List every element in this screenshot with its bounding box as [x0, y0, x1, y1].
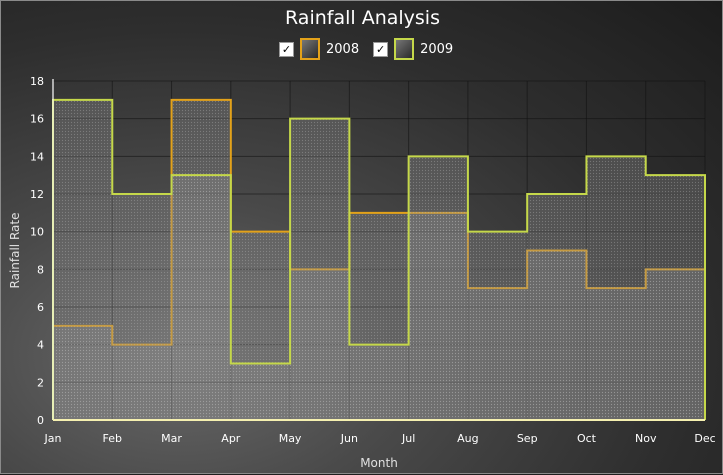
legend-swatch-2009: [394, 38, 415, 60]
y-tick-label: 0: [37, 414, 44, 427]
y-tick-label: 16: [30, 113, 44, 126]
x-tick-label: May: [279, 432, 302, 445]
y-tick-label: 12: [30, 188, 44, 201]
y-tick-label: 10: [30, 226, 44, 239]
series-areas: [52, 98, 706, 420]
x-tick-label: Dec: [694, 432, 715, 445]
legend: ✓ 2008 ✓ 2009: [279, 37, 461, 61]
y-tick-label: 2: [37, 376, 44, 389]
y-tick-label: 4: [37, 339, 44, 352]
x-tick-label: Sep: [517, 432, 538, 445]
legend-checkbox-2008[interactable]: ✓: [279, 41, 294, 57]
y-tick-label: 14: [30, 150, 44, 163]
area-fill-2009: [53, 99, 705, 420]
series-line-2009: [52, 98, 706, 420]
chart-title: Rainfall Analysis: [285, 7, 440, 29]
x-tick-label: Jan: [44, 432, 62, 445]
x-tick-label: Feb: [103, 432, 122, 445]
x-tick-label: Jun: [340, 432, 358, 445]
tick-labels: 0 2 4 6 8 10 12 14 16 18 Jan Feb Mar Apr May Jun Jul Aug S…: [30, 75, 716, 445]
y-axis-label: Rainfall Rate: [8, 213, 22, 289]
legend-swatch-2008: [300, 38, 320, 60]
x-tick-label: Mar: [161, 432, 182, 445]
x-tick-label: Apr: [221, 432, 241, 445]
legend-checkbox-2009[interactable]: ✓: [373, 41, 389, 57]
legend-label-2008: 2008: [326, 41, 360, 57]
legend-item-2009[interactable]: ✓ 2009: [373, 38, 453, 60]
legend-item-2008[interactable]: ✓ 2008: [279, 38, 359, 60]
x-axis-label: Month: [360, 456, 398, 470]
y-tick-label: 18: [30, 75, 44, 88]
x-tick-label: Oct: [577, 432, 597, 445]
y-tick-label: 6: [37, 301, 44, 314]
x-tick-label: Jul: [401, 432, 415, 445]
y-tick-label: 8: [37, 263, 44, 276]
legend-label-2009: 2009: [420, 41, 454, 57]
x-tick-label: Aug: [457, 432, 478, 445]
axes: [52, 79, 705, 421]
x-tick-label: Nov: [635, 432, 657, 445]
